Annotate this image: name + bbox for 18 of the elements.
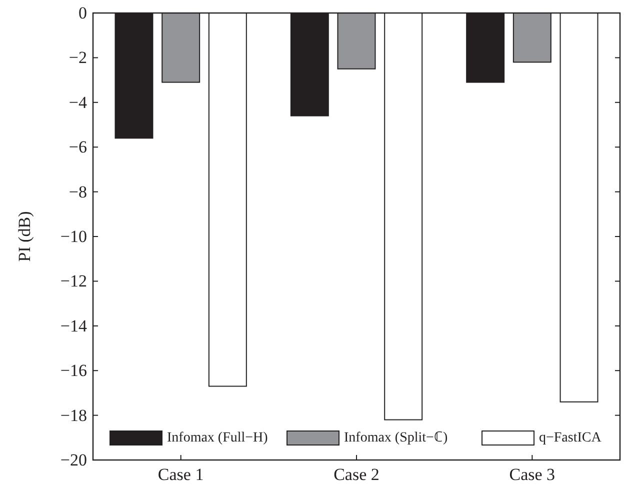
y-tick-label: −2 — [68, 48, 87, 68]
y-tick-label: −20 — [60, 450, 87, 470]
legend-label: Infomax (Split−ℂ) — [344, 430, 448, 446]
y-tick-label: −10 — [60, 227, 87, 246]
y-tick-label: −16 — [60, 361, 87, 380]
x-tick-label: Case 3 — [509, 465, 556, 484]
y-tick-label: −18 — [60, 406, 87, 425]
y-tick-label: 0 — [78, 4, 87, 22]
y-tick-label: −12 — [60, 272, 87, 291]
y-tick-label: −14 — [60, 316, 88, 336]
legend-label: Infomax (Full−H) — [167, 430, 268, 446]
x-tick-label: Case 2 — [334, 465, 380, 484]
legend-label: q−FastICA — [539, 430, 602, 446]
y-tick-label: −4 — [68, 92, 88, 112]
y-tick-label: −6 — [68, 138, 87, 157]
y-axis-title: PI (dB) — [15, 211, 34, 262]
y-tick-label: −8 — [68, 182, 87, 202]
x-tick-label: Case 1 — [158, 465, 204, 484]
